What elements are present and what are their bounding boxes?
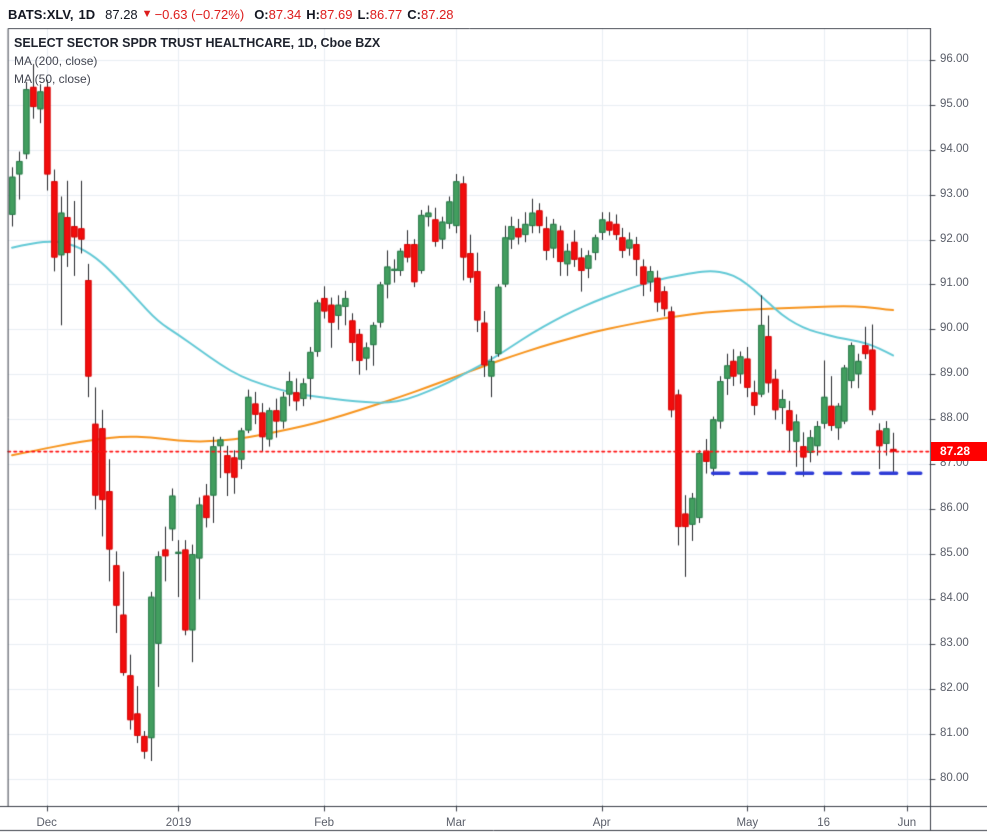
price-tick-label: 86.00 — [940, 502, 969, 515]
high-value: 87.69 — [319, 6, 353, 22]
down-arrow-icon: ▼ — [141, 8, 153, 20]
chart-legend: SELECT SECTOR SPDR TRUST HEALTHCARE, 1D,… — [14, 34, 380, 88]
high-label: H: — [306, 6, 320, 22]
price-axis[interactable]: 80.00 81.00 82.00 83.00 84.00 85.00 86.00 87.00… — [930, 28, 987, 806]
time-tick-label: Jun — [897, 817, 917, 829]
price-tick-label: 95.00 — [940, 97, 969, 110]
time-tick-label: 2019 — [165, 817, 192, 829]
time-axis[interactable]: Dec 2019 Feb Mar Apr May 16 Jun — [0, 806, 987, 832]
legend-ma200[interactable]: MA (200, close) — [14, 54, 98, 68]
close-label: C: — [407, 6, 421, 22]
interval-label[interactable]: 1D — [78, 6, 96, 22]
price-tick-label: 82.00 — [940, 681, 969, 694]
time-tick-label: Feb — [314, 817, 335, 829]
last-price: 87.28 — [105, 6, 138, 22]
legend-ma50[interactable]: MA (50, close) — [14, 72, 91, 86]
price-tick-label: 91.00 — [940, 277, 969, 290]
low-label: L: — [357, 6, 370, 22]
price-tick-label: 92.00 — [940, 232, 969, 245]
open-label: O: — [254, 6, 269, 22]
symbol-name[interactable]: BATS:XLV, — [8, 6, 74, 22]
time-tick-label: 16 — [817, 817, 831, 829]
price-tick-label: 96.00 — [940, 52, 969, 65]
price-tick-label: 80.00 — [940, 771, 969, 784]
open-value: 87.34 — [268, 6, 302, 22]
time-tick-label: May — [736, 817, 759, 829]
last-price-axis-tag: 87.28 — [931, 442, 987, 462]
time-tick-label: Apr — [592, 817, 611, 829]
price-tick-label: 94.00 — [940, 142, 969, 155]
price-tick-label: 81.00 — [940, 726, 969, 739]
price-tick-label: 90.00 — [940, 322, 969, 335]
time-tick-label: Dec — [36, 817, 57, 829]
low-value: 86.77 — [369, 6, 403, 22]
price-tick-label: 93.00 — [940, 187, 969, 200]
legend-symbol-title[interactable]: SELECT SECTOR SPDR TRUST HEALTHCARE, 1D,… — [14, 36, 381, 50]
price-tick-label: 83.00 — [940, 636, 969, 649]
price-tick-label: 85.00 — [940, 547, 969, 559]
price-tick-label: 84.00 — [940, 591, 969, 604]
price-change: −0.63 (−0.72%) — [154, 6, 245, 22]
time-tick-label: Mar — [446, 817, 466, 829]
price-tick-label: 88.00 — [940, 412, 969, 425]
price-tick-label: 89.00 — [940, 367, 969, 380]
symbol-info-bar: BATS:XLV, 1D 87.28 ▼ −0.63 (−0.72%) O: 87.34 H:… — [0, 0, 987, 28]
close-value: 87.28 — [421, 6, 454, 22]
